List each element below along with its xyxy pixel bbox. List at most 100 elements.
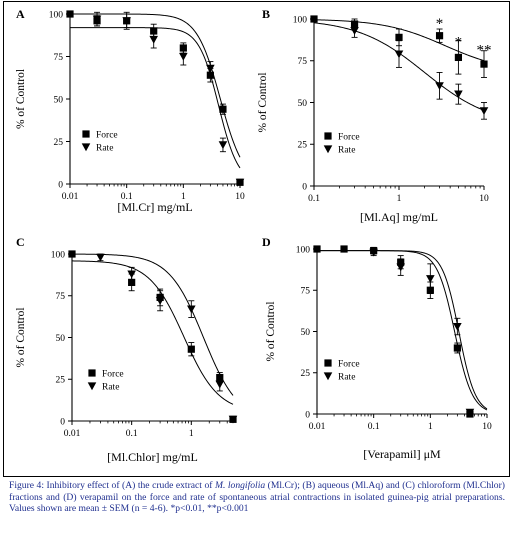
legend-label: Rate	[338, 372, 355, 382]
legend-marker-rate	[81, 143, 91, 152]
data-point-rate	[149, 35, 159, 44]
x-axis-label: [Verapamil] μM	[363, 447, 441, 461]
legend-label: Force	[338, 132, 360, 142]
panel-b: B 0 25 50 75 100 0.1 1 10 [Ml.Aq] mg/mL % of Contr…	[257, 7, 492, 224]
data-point-rate	[228, 415, 238, 424]
y-tick-label: 50	[301, 328, 311, 338]
data-point-force	[453, 344, 461, 352]
data-point-rate	[92, 15, 102, 24]
x-tick-label: 0.01	[62, 192, 79, 202]
y-tick-label: 25	[56, 376, 66, 386]
y-tick-label: 0	[58, 180, 63, 190]
panel-letter: C	[16, 235, 25, 249]
figure-caption: Figure 4: Inhibitory effect of (A) the c…	[9, 480, 505, 515]
data-point-rate	[426, 275, 435, 283]
data-point-force	[480, 60, 488, 68]
significance-mark: *	[455, 34, 463, 50]
x-tick-label: 1	[189, 429, 194, 439]
data-point-force	[395, 33, 403, 41]
data-point-force	[454, 53, 463, 62]
data-point-rate	[215, 380, 225, 389]
data-point-force	[66, 10, 74, 18]
legend-marker-force	[324, 359, 332, 367]
data-point-rate	[155, 297, 165, 305]
x-tick-label: 10	[235, 192, 245, 202]
x-axis-label: [Ml.Cr] mg/mL	[117, 200, 192, 214]
data-point-rate	[96, 253, 105, 262]
x-tick-label: 10	[482, 422, 492, 432]
legend-label: Rate	[338, 145, 355, 155]
y-tick-label: 50	[54, 95, 64, 105]
caption-text-start: Figure 4: Inhibitory effect of (A) the c…	[9, 480, 215, 491]
y-tick-label: 0	[305, 410, 310, 420]
legend-marker-rate	[323, 145, 333, 154]
fit-curve-force	[71, 260, 234, 405]
legend-marker-force	[82, 130, 90, 138]
y-tick-label: 75	[298, 57, 308, 67]
data-point-force	[68, 250, 76, 258]
caption-text-end: (Ml.Cr); (B) aqueous (Ml.Aq) and (C) chl…	[9, 480, 505, 515]
data-point-rate	[396, 263, 406, 272]
y-axis-label: % of Control	[265, 301, 277, 361]
fit-curve-rate	[70, 27, 241, 169]
y-tick-label: 75	[56, 292, 66, 302]
y-tick-label: 25	[54, 138, 64, 148]
y-axis-label: % of Control	[257, 72, 269, 132]
y-tick-label: 100	[49, 10, 64, 20]
caption-species-name: M. longifolia	[214, 480, 266, 491]
y-tick-label: 25	[301, 369, 311, 379]
x-tick-label: 0.1	[308, 194, 320, 204]
x-tick-label: 1	[397, 194, 402, 204]
y-axis-label: % of Control	[15, 307, 27, 367]
legend-marker-rate	[87, 382, 97, 391]
legend-label: Force	[96, 130, 118, 140]
y-tick-label: 75	[301, 287, 311, 297]
data-point-rate	[369, 248, 378, 257]
x-tick-label: 0.01	[309, 422, 326, 432]
x-tick-label: 10	[479, 194, 489, 204]
y-tick-label: 75	[54, 53, 64, 63]
legend-marker-force	[324, 132, 332, 140]
fit-curve-force	[317, 250, 488, 411]
data-point-rate	[127, 270, 136, 279]
legend-label: Rate	[102, 382, 119, 392]
data-point-rate	[206, 64, 215, 73]
legend-marker-rate	[323, 372, 333, 381]
data-point-rate	[454, 90, 463, 99]
panel-d: D 0 25 50 75 100 0.01 0.1 1 10 [Verapamil] μM % of …	[262, 235, 492, 461]
y-tick-label: 25	[298, 141, 308, 151]
data-point-force	[219, 105, 227, 113]
y-tick-label: 0	[60, 417, 65, 427]
data-point-rate	[465, 408, 475, 417]
data-point-rate	[435, 82, 444, 90]
significance-mark: *	[436, 16, 444, 32]
data-point-force	[340, 245, 348, 253]
x-tick-label: 0.1	[368, 422, 380, 432]
data-point-rate	[179, 52, 188, 61]
x-tick-label: 0.1	[126, 429, 138, 439]
fit-curve-rate	[71, 253, 234, 396]
x-tick-label: 0.1	[121, 192, 133, 202]
data-point-rate	[122, 17, 131, 25]
x-axis-label: [Ml.Chlor] mg/mL	[107, 450, 198, 464]
legend-label: Force	[338, 359, 360, 369]
legend-label: Force	[102, 369, 124, 379]
panel-c: C 0 25 50 75 100 0.01 0.1 1 [Ml.Chlor] mg/mL % of …	[15, 235, 238, 464]
y-tick-label: 100	[51, 250, 66, 260]
data-point-rate	[350, 27, 359, 35]
data-point-rate	[235, 178, 245, 187]
data-point-force	[187, 345, 195, 353]
data-point-force	[128, 278, 136, 286]
data-point-rate	[453, 322, 462, 331]
y-tick-label: 0	[302, 182, 307, 192]
panel-letter: D	[262, 235, 271, 249]
panel-letter: B	[262, 7, 270, 21]
x-tick-label: 0.01	[64, 429, 81, 439]
data-point-force	[313, 245, 321, 253]
data-point-rate	[394, 50, 404, 59]
y-axis-label: % of Control	[15, 69, 27, 129]
panel-letter: A	[16, 7, 25, 21]
x-tick-label: 1	[181, 192, 186, 202]
data-point-force	[310, 15, 318, 23]
